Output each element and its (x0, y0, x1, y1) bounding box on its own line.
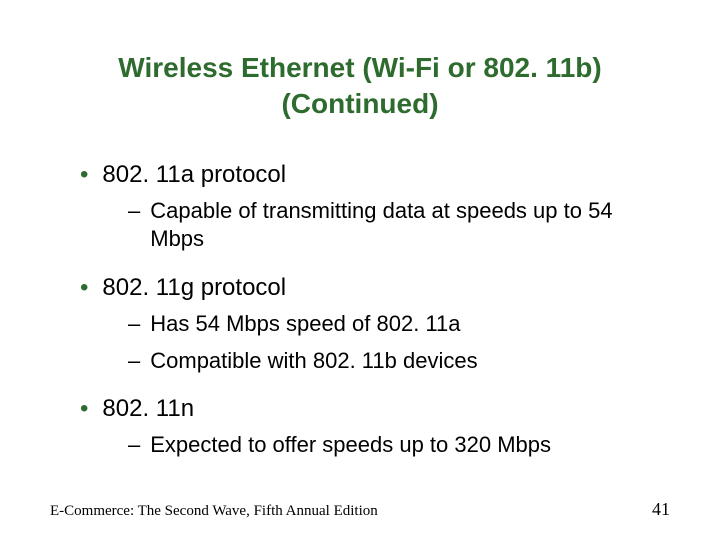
bullet-dash-icon: – (128, 348, 140, 374)
slide-footer: E-Commerce: The Second Wave, Fifth Annua… (50, 499, 670, 520)
bullet-l1: • 802. 11g protocol (50, 274, 670, 302)
bullet-l1: • 802. 11n (50, 395, 670, 423)
bullet-dash-icon: – (128, 432, 140, 458)
bullet-l1-text: 802. 11n (102, 395, 194, 423)
bullet-group-1: • 802. 11g protocol – Has 54 Mbps speed … (50, 274, 670, 375)
bullet-l2-text: Compatible with 802. 11b devices (150, 347, 477, 376)
bullet-l1-text: 802. 11a protocol (102, 161, 286, 189)
bullet-dash-icon: – (128, 198, 140, 224)
bullet-l2-text: Has 54 Mbps speed of 802. 11a (150, 310, 460, 339)
bullet-dot-icon: • (80, 276, 88, 300)
slide-title: Wireless Ethernet (Wi-Fi or 802. 11b) (C… (50, 50, 670, 123)
bullet-l2: – Capable of transmitting data at speeds… (50, 197, 670, 254)
page-number: 41 (652, 499, 670, 520)
bullet-l2: – Expected to offer speeds up to 320 Mbp… (50, 431, 670, 460)
bullet-dash-icon: – (128, 311, 140, 337)
title-line-2: (Continued) (281, 88, 438, 119)
bullet-dot-icon: • (80, 163, 88, 187)
bullet-l2-text: Capable of transmitting data at speeds u… (150, 197, 670, 254)
bullet-l2-text: Expected to offer speeds up to 320 Mbps (150, 431, 551, 460)
bullet-group-2: • 802. 11n – Expected to offer speeds up… (50, 395, 670, 460)
bullet-l1: • 802. 11a protocol (50, 161, 670, 189)
bullet-group-0: • 802. 11a protocol – Capable of transmi… (50, 161, 670, 254)
bullet-dot-icon: • (80, 397, 88, 421)
bullet-l2: – Compatible with 802. 11b devices (50, 347, 670, 376)
bullet-l2: – Has 54 Mbps speed of 802. 11a (50, 310, 670, 339)
footer-source-text: E-Commerce: The Second Wave, Fifth Annua… (50, 503, 378, 520)
title-line-1: Wireless Ethernet (Wi-Fi or 802. 11b) (118, 52, 601, 83)
bullet-l1-text: 802. 11g protocol (102, 274, 286, 302)
